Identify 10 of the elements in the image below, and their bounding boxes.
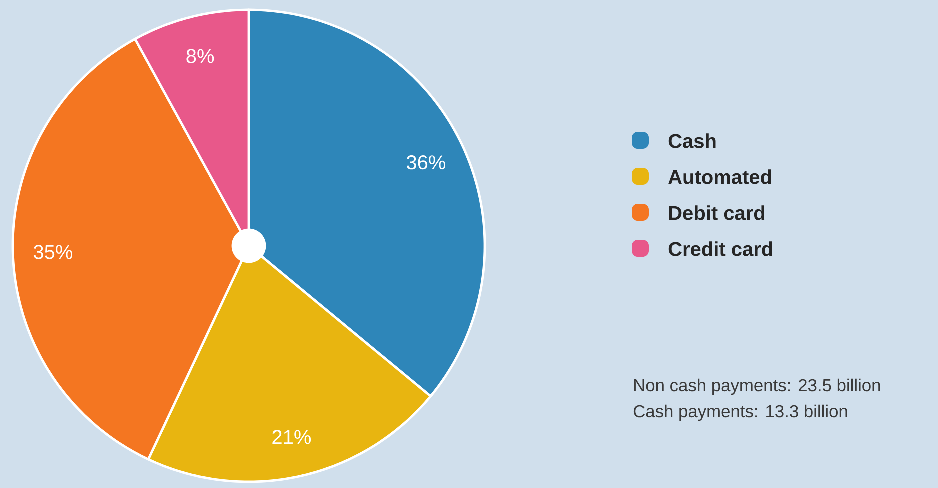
legend-label: Debit card (669, 206, 765, 220)
text: Non cash payments: 23.5 billion (634, 378, 880, 396)
legend-label: Credit card (668, 242, 772, 256)
legend-label: Automated (668, 170, 772, 184)
data-label: 35% (34, 245, 73, 260)
data-label: 8% (186, 49, 214, 64)
data-label: 36% (406, 156, 446, 170)
text: Cash payments: 13.3 billion (634, 404, 848, 422)
legend-label: Cash (668, 134, 716, 148)
data-label: 21% (272, 430, 312, 444)
